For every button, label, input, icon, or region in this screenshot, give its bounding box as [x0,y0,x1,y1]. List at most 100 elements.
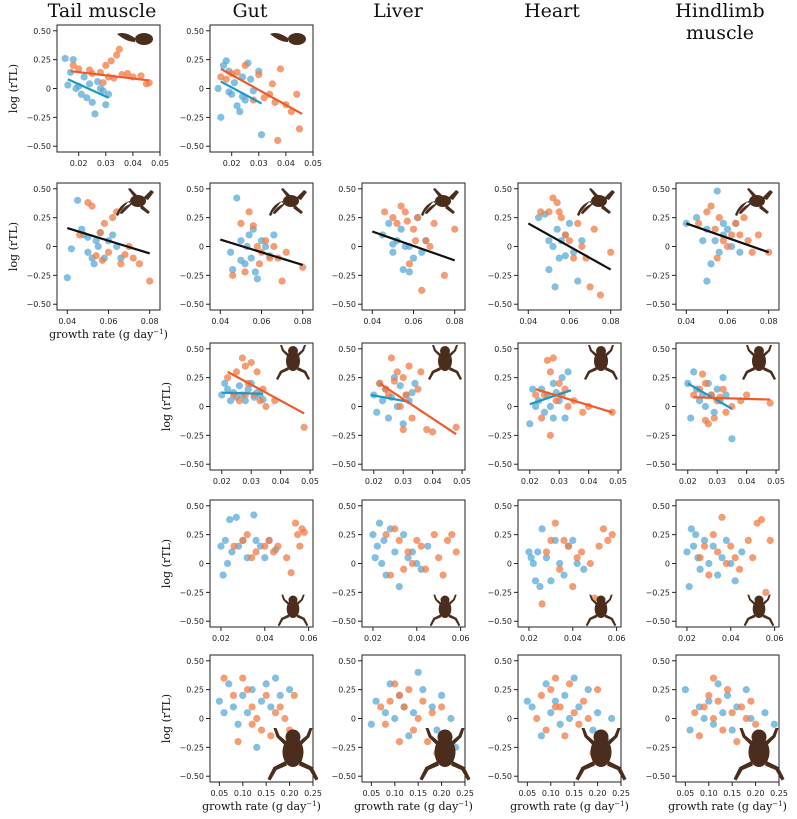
data-point-blue [236,107,244,116]
data-point-orange [102,61,110,70]
data-point-orange [291,519,300,527]
x-tick-label: 0.04 [363,317,381,326]
data-point-orange [766,399,774,407]
data-point-orange [691,709,699,717]
y-tick-label: 0 [665,403,670,412]
data-point-orange [426,242,434,251]
data-point-orange [713,254,721,262]
data-point-blue [237,256,245,264]
y-tick-label: −0.25 [645,588,670,597]
data-point-orange [733,737,741,746]
x-tick-label: 0.05 [362,789,380,798]
data-point-orange [728,231,736,239]
panel-r5c5: −0.50 −0.25 0 0.25 0.50 0.05 0.10 0.15 0.20 0.25 g… [645,654,788,813]
data-point-orange [570,254,578,262]
data-point-orange [408,414,416,422]
data-point-orange [75,65,83,73]
regression-line [370,393,410,403]
data-point-orange [253,714,261,723]
y-tick-label: 0.50 [494,657,512,666]
y-tick-label: 0.50 [338,502,356,511]
data-point-orange [766,536,774,545]
x-tick-label: 0.08 [141,317,159,326]
data-point-orange [217,73,225,81]
data-point-orange [705,691,713,700]
regression-line [67,78,109,99]
y-axis-label: log (rTL) [7,222,20,271]
data-point-orange [274,542,282,550]
data-point-blue [722,536,731,545]
data-point-orange [382,531,390,539]
data-point-orange [423,737,432,746]
data-point-blue [551,697,560,705]
data-point-orange [262,691,270,700]
data-point-orange [276,65,285,73]
data-point-blue [411,379,419,388]
data-point-orange [595,542,603,550]
x-tick-label: 0.03 [250,159,268,168]
juvenile-frog-icon [585,594,617,627]
data-point-blue [217,113,225,121]
y-tick-label: 0.25 [494,214,512,223]
y-tick-label: −0.50 [331,617,356,626]
x-tick-label: 0.20 [747,789,765,798]
data-point-orange [282,248,290,256]
data-point-orange [418,286,426,294]
x-tick-label: 0.10 [700,789,718,798]
data-point-blue [230,79,238,87]
data-point-blue [686,726,694,734]
data-point-orange [107,57,115,65]
data-point-orange [255,71,263,79]
data-point-orange [403,217,411,225]
data-point-orange [543,356,552,364]
x-tick-label: 0.04 [58,317,76,326]
data-point-orange [573,554,581,562]
data-point-blue [546,402,554,411]
data-point-blue [77,90,85,98]
data-point-blue [214,84,222,93]
data-point-blue [389,248,397,256]
data-point-orange [261,542,269,550]
data-point-orange [565,237,574,245]
regression-line [535,388,613,414]
data-point-orange [722,408,730,416]
regression-line [527,222,612,271]
data-point-blue [227,397,235,405]
data-point-orange [248,554,256,562]
data-point-orange [230,542,238,550]
data-point-blue [267,703,275,711]
data-point-orange [224,374,232,382]
panel-r5c3: −0.50 −0.25 0 0.25 0.50 0.05 0.10 0.15 0.20 0.25 g… [331,654,474,813]
data-point-blue [257,131,266,139]
data-point-blue [709,720,718,728]
data-point-blue [728,726,736,734]
regression-line [220,80,263,105]
data-point-blue [225,88,233,96]
x-tick-label: 0.05 [609,477,627,486]
y-tick-label: 0 [507,560,512,569]
data-point-blue [409,254,418,262]
data-point-blue [558,374,566,382]
data-point-orange [232,368,241,376]
data-point-orange [411,237,420,245]
data-point-orange [561,732,569,740]
data-point-blue [384,414,393,422]
data-point-orange [252,548,260,556]
panel-r4c5: −0.50 −0.25 0 0.25 0.50 0.02 0.04 0.06 [645,499,784,643]
data-point-blue [378,559,386,568]
data-point-blue [219,571,227,579]
data-point-blue [719,709,727,717]
y-tick-label: −0.50 [645,460,670,469]
data-point-blue [532,402,540,411]
data-point-blue [593,709,602,717]
data-point-blue [84,248,92,256]
data-point-blue [553,225,561,233]
data-point-blue [381,709,390,717]
y-tick-label: 0.25 [186,56,204,65]
data-point-blue [711,237,719,245]
data-point-orange [395,536,403,545]
x-tick-label: 0.08 [294,317,312,326]
data-point-orange [607,248,615,256]
data-point-blue [738,548,746,556]
y-tick-label: 0 [46,85,51,94]
